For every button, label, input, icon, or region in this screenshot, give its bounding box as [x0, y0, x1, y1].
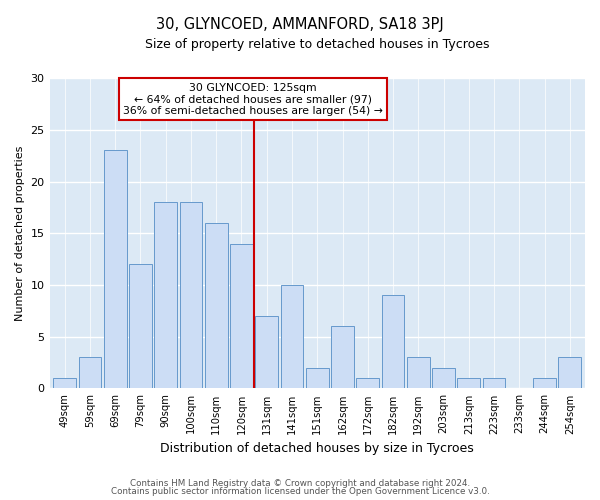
Bar [533, 378, 556, 388]
Bar [483, 378, 505, 388]
Bar [53, 378, 76, 388]
Title: Size of property relative to detached houses in Tycroes: Size of property relative to detached ho… [145, 38, 490, 51]
Bar [407, 358, 430, 388]
Bar [154, 202, 177, 388]
Text: Contains public sector information licensed under the Open Government Licence v3: Contains public sector information licen… [110, 487, 490, 496]
Bar [179, 202, 202, 388]
Bar [559, 358, 581, 388]
Bar [230, 244, 253, 388]
X-axis label: Distribution of detached houses by size in Tycroes: Distribution of detached houses by size … [160, 442, 474, 455]
Text: 30, GLYNCOED, AMMANFORD, SA18 3PJ: 30, GLYNCOED, AMMANFORD, SA18 3PJ [156, 18, 444, 32]
Bar [432, 368, 455, 388]
Bar [205, 223, 227, 388]
Bar [104, 150, 127, 388]
Y-axis label: Number of detached properties: Number of detached properties [15, 146, 25, 321]
Bar [256, 316, 278, 388]
Bar [306, 368, 329, 388]
Bar [129, 264, 152, 388]
Bar [382, 296, 404, 388]
Bar [79, 358, 101, 388]
Text: 30 GLYNCOED: 125sqm
← 64% of detached houses are smaller (97)
36% of semi-detach: 30 GLYNCOED: 125sqm ← 64% of detached ho… [123, 82, 383, 116]
Bar [281, 285, 304, 389]
Bar [331, 326, 354, 388]
Bar [457, 378, 480, 388]
Text: Contains HM Land Registry data © Crown copyright and database right 2024.: Contains HM Land Registry data © Crown c… [130, 478, 470, 488]
Bar [356, 378, 379, 388]
